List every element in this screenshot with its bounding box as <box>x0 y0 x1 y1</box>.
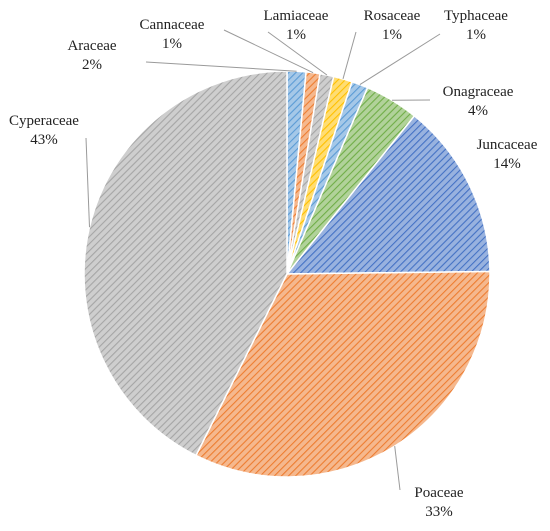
pie-slices <box>83 70 491 478</box>
label-onagraceae: Onagraceae 4% <box>443 84 514 119</box>
label-name-araceae: Araceae <box>67 38 116 54</box>
label-percent-cyperaceae: 43% <box>30 132 58 148</box>
label-percent-juncaceae: 14% <box>493 156 521 172</box>
label-percent-lamiaceae: 1% <box>286 27 306 43</box>
leader-lines <box>85 29 441 491</box>
label-name-cannaceae: Cannaceae <box>140 17 205 33</box>
label-percent-rosaceae: 1% <box>382 27 402 43</box>
leader-cannaceae <box>223 29 314 74</box>
label-name-juncaceae: Juncaceae <box>477 137 538 153</box>
slice-cyperaceae <box>83 70 288 457</box>
label-name-onagraceae: Onagraceae <box>443 84 514 100</box>
label-cyperaceae: Cyperaceae 43% <box>9 113 79 148</box>
label-name-rosaceae: Rosaceae <box>364 8 421 24</box>
slice-juncaceae <box>285 114 491 275</box>
leader-poaceae <box>394 446 401 491</box>
label-juncaceae: Juncaceae 14% <box>477 137 538 172</box>
label-rosaceae: Rosaceae 1% <box>364 8 421 43</box>
label-lamiaceae: Lamiaceae 1% <box>264 8 329 43</box>
label-typhaceae: Typhaceae 1% <box>444 8 508 43</box>
slice-labels: Araceae 2% Cannaceae 1% Lamiaceae 1% Rosaceae 1… <box>9 8 538 520</box>
leader-lamiaceae <box>267 31 328 76</box>
label-percent-cannaceae: 1% <box>162 36 182 52</box>
label-percent-onagraceae: 4% <box>468 103 488 119</box>
leader-araceae <box>145 61 297 72</box>
label-name-lamiaceae: Lamiaceae <box>264 8 329 24</box>
label-name-typhaceae: Typhaceae <box>444 8 508 24</box>
label-name-cyperaceae: Cyperaceae <box>9 113 79 129</box>
label-araceae: Araceae 2% <box>67 38 116 73</box>
label-poaceae: Poaceae 33% <box>414 485 463 520</box>
slice-poaceae <box>194 270 491 478</box>
label-percent-typhaceae: 1% <box>466 27 486 43</box>
label-percent-araceae: 2% <box>82 57 102 73</box>
leader-cyperaceae <box>85 137 90 228</box>
leader-typhaceae <box>359 33 441 86</box>
label-cannaceae: Cannaceae 1% <box>140 17 205 52</box>
label-name-poaceae: Poaceae <box>414 485 463 501</box>
leader-rosaceae <box>342 31 357 80</box>
label-percent-poaceae: 33% <box>425 504 453 520</box>
